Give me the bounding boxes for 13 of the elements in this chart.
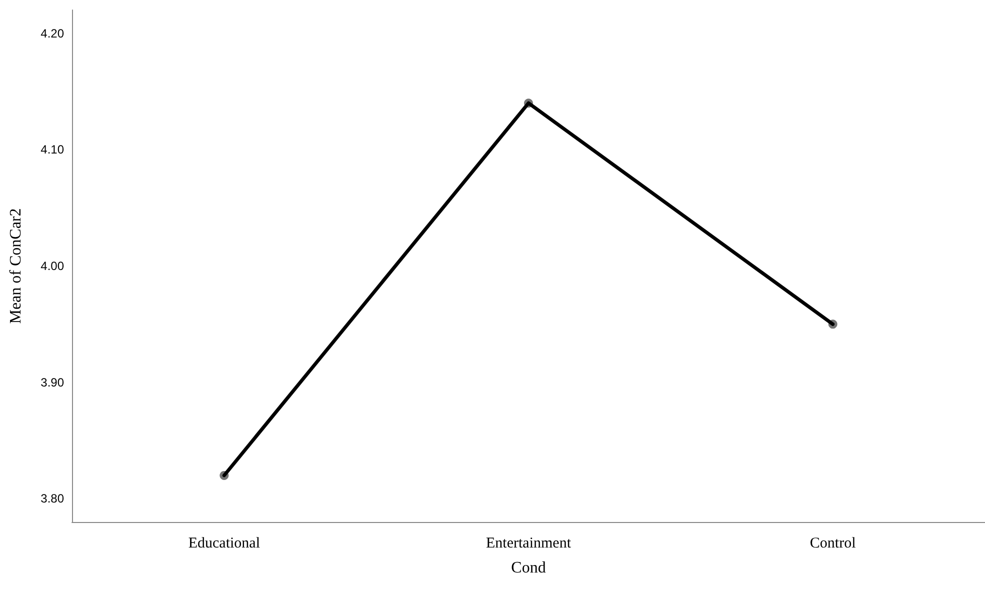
x-tick-label: Entertainment bbox=[486, 536, 572, 552]
y-tick-label: 3.90 bbox=[40, 375, 64, 390]
point bbox=[524, 98, 533, 108]
y-tick-label: 4.00 bbox=[40, 259, 64, 273]
x-tick-label: Control bbox=[810, 536, 856, 552]
y-tick-label: 4.10 bbox=[40, 142, 64, 157]
point bbox=[828, 320, 838, 329]
y-axis-title: Mean of ConCar2 bbox=[8, 208, 24, 324]
x-axis-title: Cond bbox=[511, 560, 546, 576]
x-tick-label: Educational bbox=[188, 536, 260, 552]
y-tick-label: 3.80 bbox=[40, 492, 64, 506]
point bbox=[220, 470, 229, 480]
y-tick-label: 4.20 bbox=[40, 26, 64, 40]
